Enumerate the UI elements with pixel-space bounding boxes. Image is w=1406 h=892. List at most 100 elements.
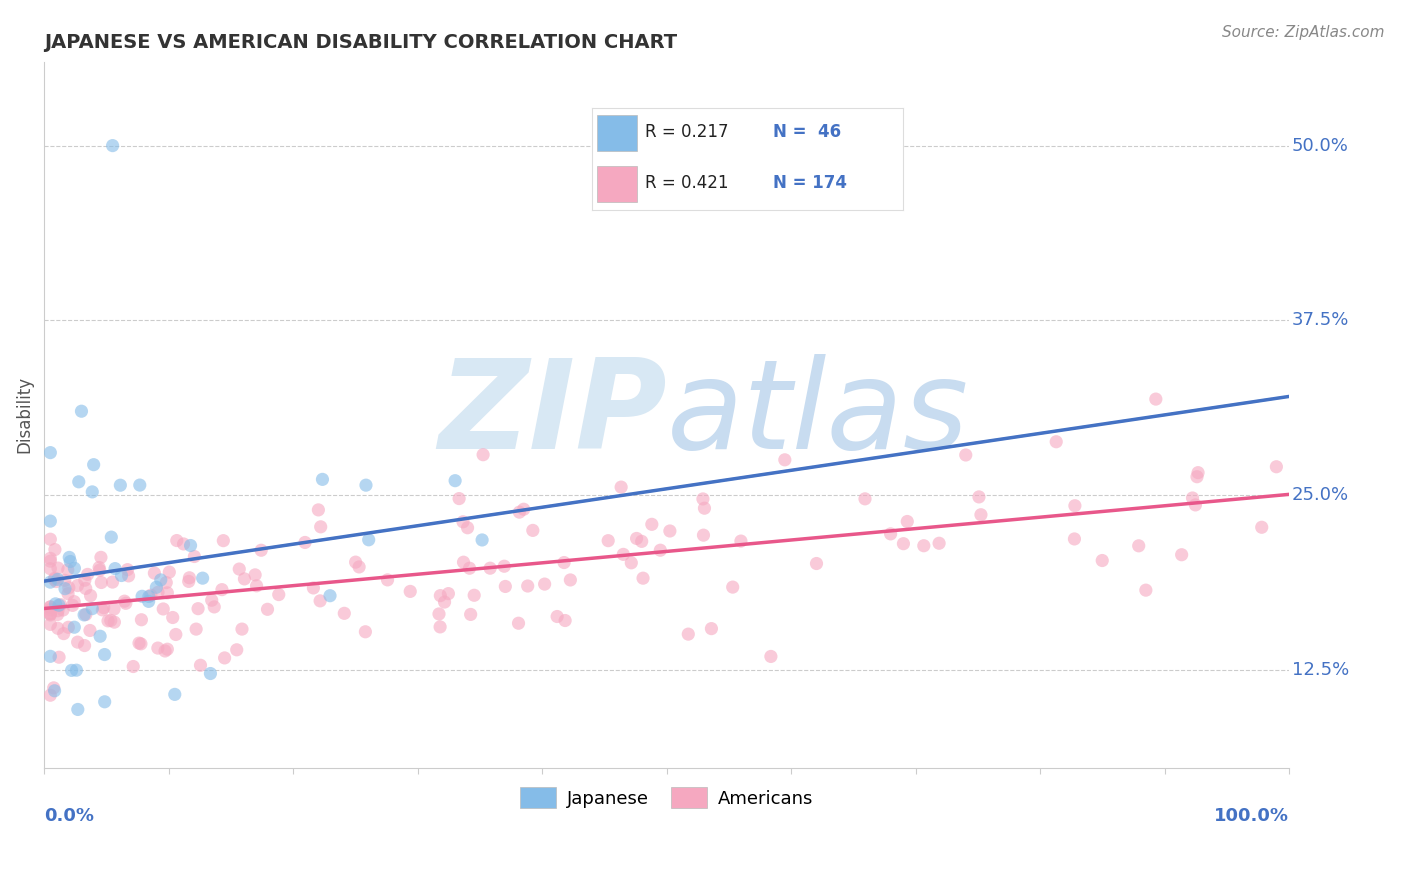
Point [93,695,115,709]
Point [103,615,125,629]
Point [1265,459,1288,474]
Point [1187,466,1209,480]
Point [225,642,247,657]
Point [693,501,716,516]
Point [458,561,481,575]
Point [48,650,70,665]
Point [89,629,111,643]
Point [533,577,555,591]
Point [641,517,664,532]
Point [1128,539,1150,553]
Point [427,607,450,621]
Point [39,649,62,664]
Point [853,491,876,506]
Point [183,549,205,564]
Point [79,589,101,603]
Point [46,573,69,587]
Point [201,593,224,607]
Point [472,448,495,462]
Point [437,586,460,600]
Point [333,607,356,621]
Point [460,607,482,622]
Point [110,568,132,582]
Point [58,550,80,565]
Point [610,480,633,494]
Point [1184,498,1206,512]
Point [145,580,167,594]
Point [156,642,179,657]
Point [1181,491,1204,505]
Point [46,607,69,622]
Point [59,554,82,568]
Point [73,639,96,653]
Point [157,565,180,579]
Point [39,617,62,632]
Point [129,637,152,651]
Point [156,586,179,600]
Point [1045,434,1067,449]
Point [58,581,80,595]
Point [256,602,278,616]
Point [90,575,112,590]
Point [63,595,86,609]
Point [399,584,422,599]
Point [429,589,451,603]
Point [58,620,80,634]
Point [522,524,544,538]
Point [200,666,222,681]
Point [658,524,681,538]
Point [39,599,62,614]
Point [67,475,90,489]
Point [508,616,530,631]
Point [560,573,582,587]
Point [1135,583,1157,598]
Point [42,681,65,695]
Point [955,448,977,462]
Point [190,658,212,673]
Point [62,599,84,613]
Point [100,530,122,544]
Point [91,603,114,617]
Point [39,554,62,568]
Point [83,458,105,472]
Point [650,543,672,558]
Point [245,579,267,593]
Point [471,533,494,547]
Point [65,663,87,677]
Point [101,138,124,153]
Point [153,644,176,658]
Text: 37.5%: 37.5% [1292,311,1350,329]
Point [165,627,187,641]
Point [231,622,253,636]
Point [678,627,700,641]
Point [56,563,79,577]
Point [128,478,150,492]
Point [620,556,643,570]
Point [90,550,112,565]
Point [66,635,89,649]
Point [494,559,516,574]
Y-axis label: Disability: Disability [15,376,32,453]
Point [117,569,139,583]
Point [347,560,370,574]
Point [97,614,120,628]
Point [63,620,86,634]
Point [1170,548,1192,562]
Point [180,539,202,553]
Point [70,404,93,418]
Point [128,636,150,650]
Point [79,624,101,638]
Point [66,702,89,716]
Point [429,620,451,634]
Point [721,580,744,594]
Point [103,602,125,616]
Point [307,503,329,517]
Point [449,491,471,506]
Point [451,515,474,529]
Point [131,613,153,627]
Point [46,621,69,635]
Point [912,539,935,553]
Point [39,603,62,617]
Text: Source: ZipAtlas.com: Source: ZipAtlas.com [1222,25,1385,40]
Text: JAPANESE VS AMERICAN DISABILITY CORRELATION CHART: JAPANESE VS AMERICAN DISABILITY CORRELAT… [44,33,678,52]
